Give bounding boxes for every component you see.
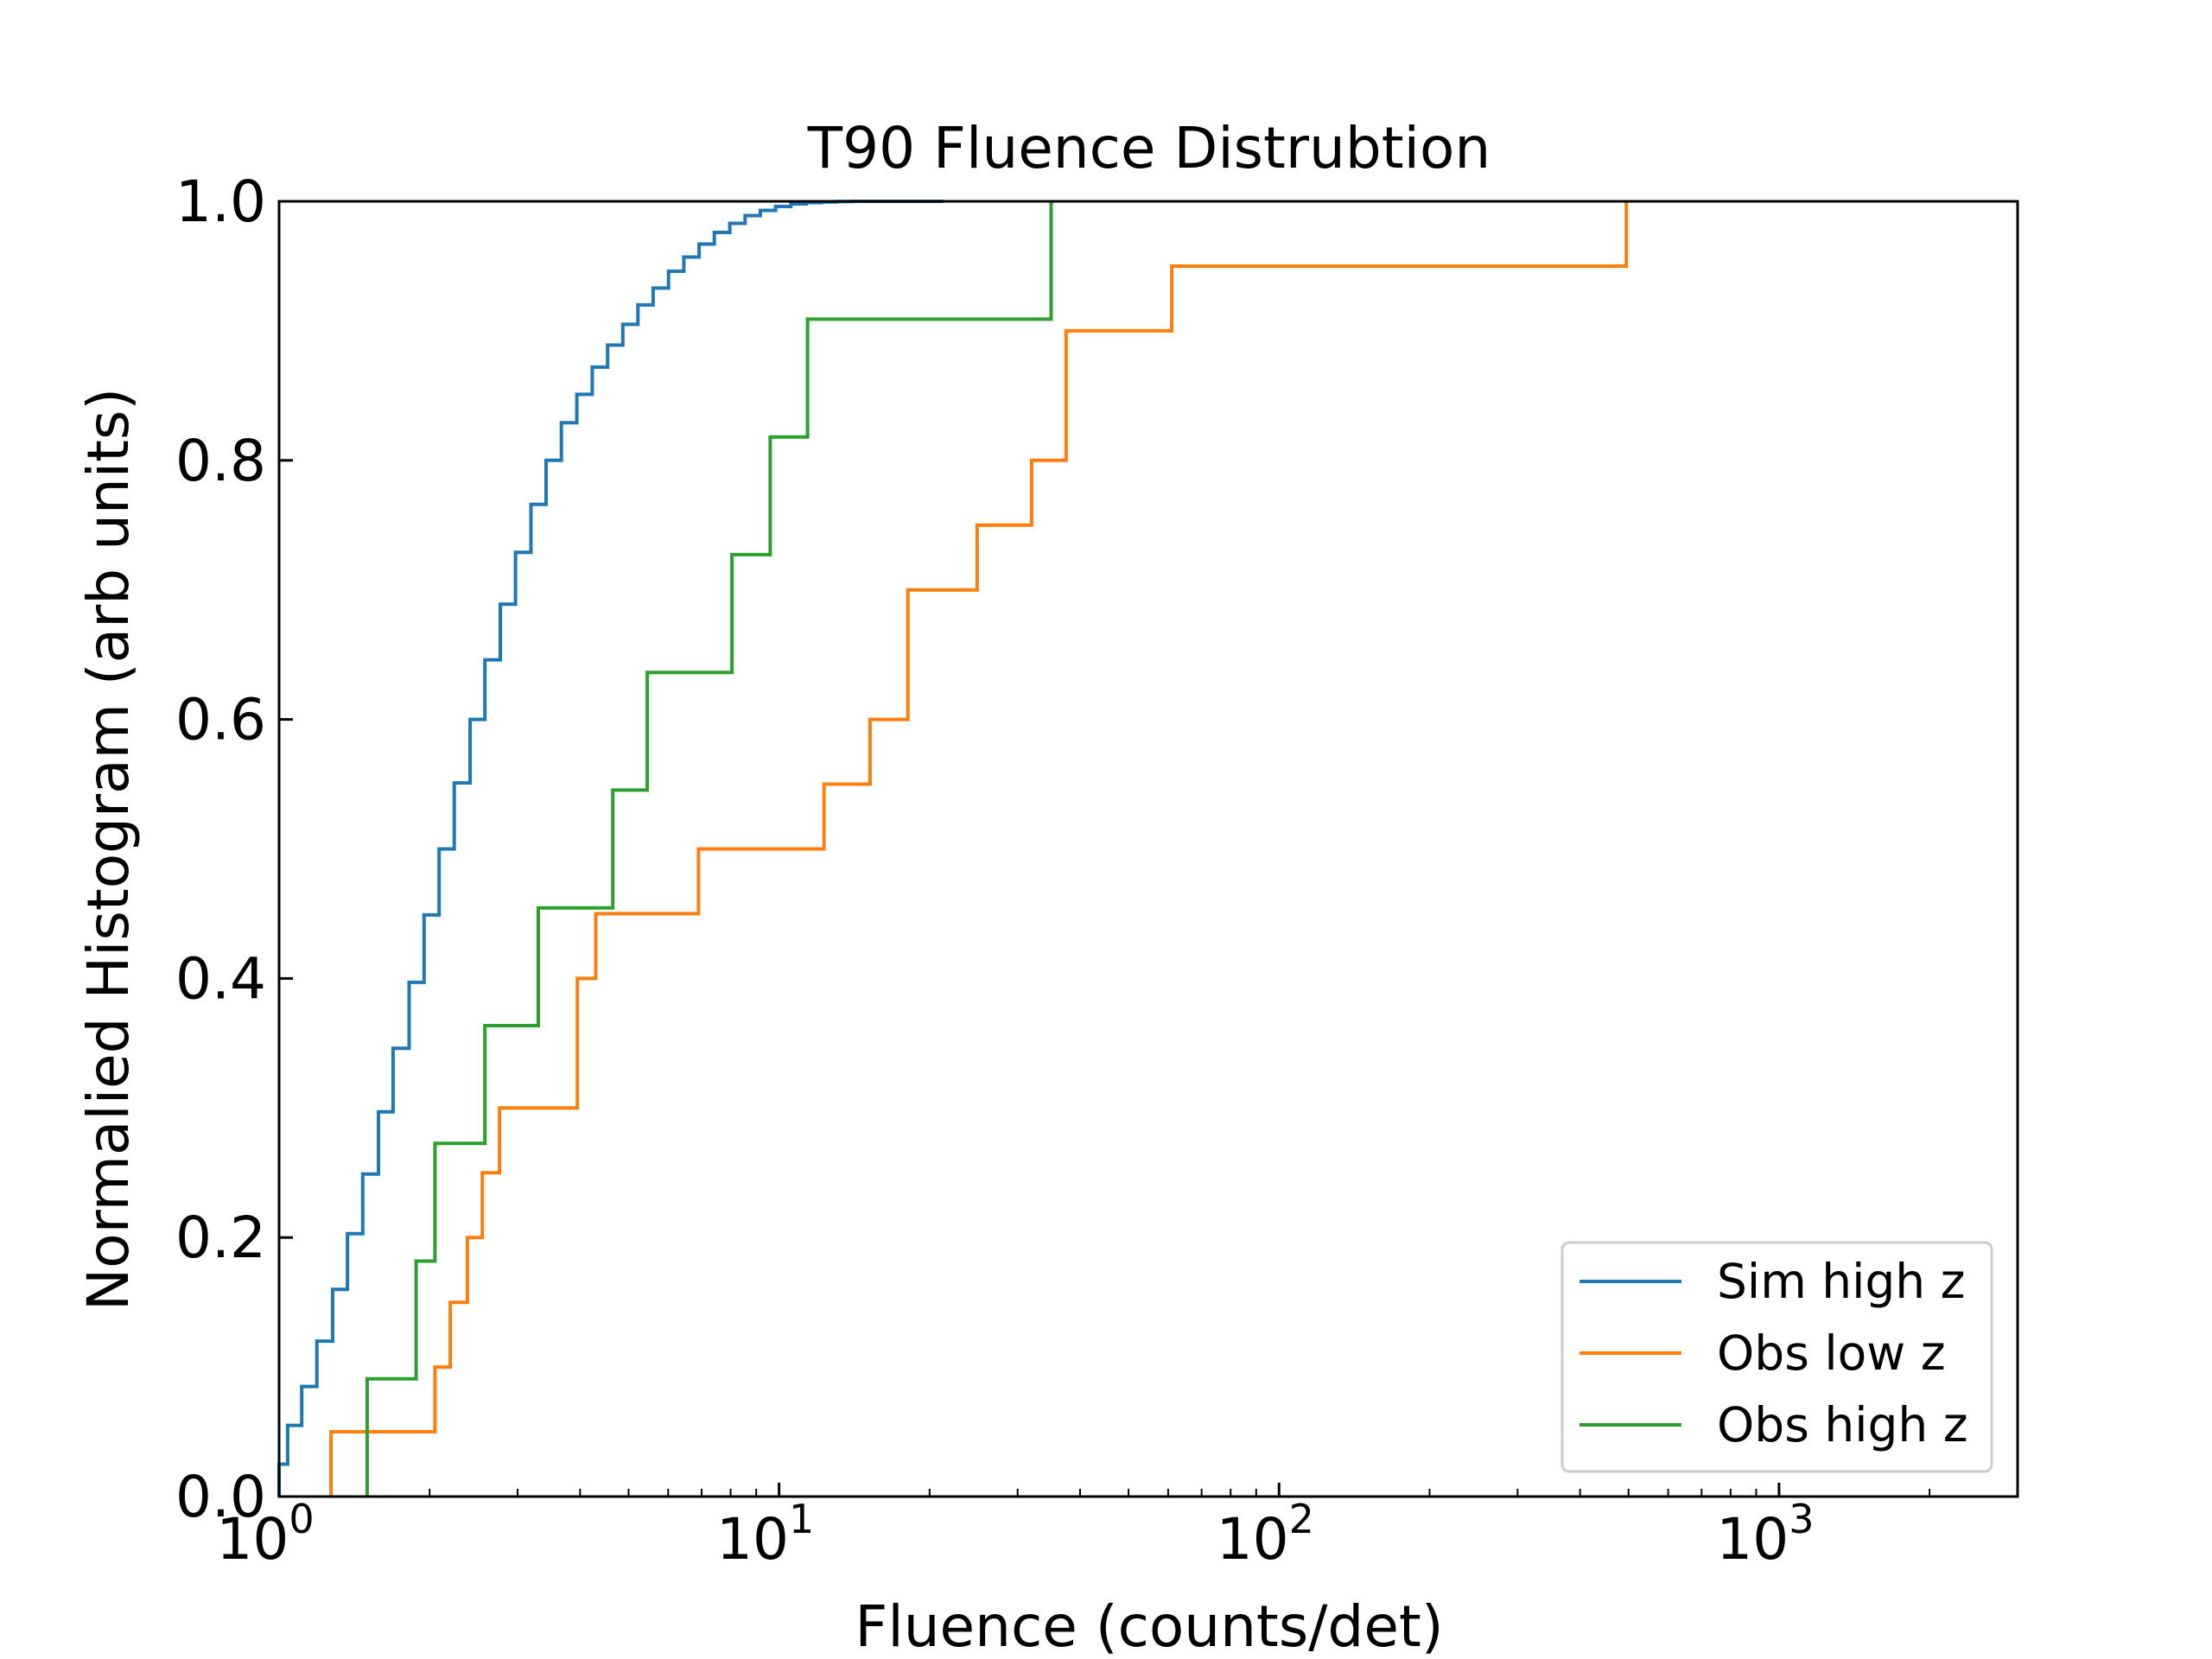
- y-tick-label: 0.0: [175, 1464, 266, 1530]
- x-tick-label: 101: [716, 1496, 814, 1573]
- series-line-sim-high-z: [277, 200, 944, 1497]
- plot-frame: [277, 200, 2019, 1498]
- series-layer: [277, 200, 1629, 1497]
- y-tick-label: 1.0: [175, 168, 266, 235]
- legend: Sim high z Obs low z Obs high z: [1560, 1241, 1993, 1473]
- tick-layer: 0.0 0.2 0.4 0.6 0.8 1.0 100 101 102 103: [175, 168, 1931, 1573]
- legend-label-sim-high-z: Sim high z: [1717, 1254, 1966, 1309]
- x-tick-label: 102: [1217, 1496, 1314, 1573]
- legend-label-obs-low-z: Obs low z: [1717, 1325, 1946, 1381]
- x-axis-label: Fluence (counts/det): [855, 1593, 1443, 1659]
- legend-box: [1560, 1241, 1993, 1473]
- y-tick-label: 0.6: [175, 687, 266, 753]
- x-tick-label: 100: [216, 1496, 314, 1573]
- series-line-obs-high-z: [365, 201, 1053, 1497]
- series-line-obs-low-z: [329, 201, 1629, 1497]
- y-tick-label: 0.2: [175, 1205, 266, 1271]
- y-axis-label: Normalied Histogram (arb units): [75, 388, 142, 1311]
- y-tick-label: 0.8: [175, 428, 266, 494]
- legend-label-obs-high-z: Obs high z: [1717, 1397, 1968, 1452]
- x-tick-label: 103: [1716, 1496, 1814, 1573]
- chart-title: T90 Fluence Distrubtion: [807, 115, 1491, 181]
- y-tick-label: 0.4: [175, 945, 266, 1012]
